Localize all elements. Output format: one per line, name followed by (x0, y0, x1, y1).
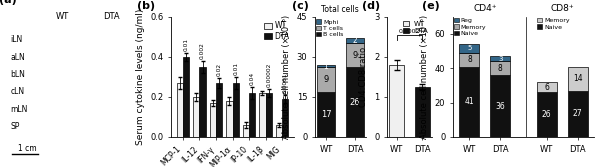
Text: 0.01: 0.01 (184, 38, 188, 51)
Text: bLN: bLN (10, 70, 25, 79)
Text: CD4⁺: CD4⁺ (473, 4, 497, 13)
Bar (536, 82, 557, 92)
Text: (d): (d) (362, 1, 380, 11)
Text: 8: 8 (467, 55, 472, 64)
Legend: Mphi, T cells, B cells: Mphi, T cells, B cells (316, 19, 344, 38)
Bar (568, 91, 587, 137)
Text: 26: 26 (542, 110, 551, 119)
Bar (460, 66, 479, 137)
Legend: WT, DTA: WT, DTA (263, 21, 290, 42)
Text: 1: 1 (323, 62, 328, 71)
Text: 0.04: 0.04 (250, 72, 254, 85)
Text: 3: 3 (498, 56, 503, 62)
Bar (259, 93, 266, 137)
Y-axis label: CD4:CD8 ratio: CD4:CD8 ratio (359, 47, 368, 107)
Text: 0.02: 0.02 (217, 63, 221, 76)
Bar (415, 87, 430, 137)
Bar (490, 56, 511, 61)
Bar (243, 125, 249, 137)
Text: (c): (c) (292, 1, 309, 11)
Text: 0.002: 0.002 (200, 42, 205, 59)
Legend: Memory, Naive: Memory, Naive (536, 17, 570, 30)
Text: 6: 6 (544, 83, 549, 92)
Bar (490, 61, 511, 75)
Text: 17: 17 (320, 110, 331, 119)
Text: (e): (e) (422, 1, 440, 11)
Bar (209, 103, 216, 137)
Text: SP: SP (10, 122, 20, 131)
Bar (317, 65, 335, 67)
Text: aLN: aLN (10, 53, 25, 62)
Text: (a): (a) (0, 0, 16, 5)
Bar (216, 83, 222, 137)
Bar (249, 93, 256, 137)
Bar (233, 83, 239, 137)
Bar (317, 92, 335, 137)
Text: 36: 36 (496, 102, 505, 111)
Bar (389, 65, 404, 137)
Text: 9: 9 (352, 51, 358, 60)
Text: 41: 41 (464, 97, 474, 106)
Text: iLN: iLN (10, 35, 23, 44)
Bar (176, 83, 183, 137)
Y-axis label: Absolute cell number (×10⁻⁶): Absolute cell number (×10⁻⁶) (420, 15, 429, 139)
Text: (b): (b) (137, 1, 155, 11)
Text: 14: 14 (573, 74, 583, 83)
Text: 2: 2 (353, 36, 358, 45)
Bar (346, 43, 364, 67)
Bar (183, 57, 189, 137)
Text: Total cells: Total cells (320, 5, 358, 14)
Bar (536, 92, 557, 137)
Bar (568, 66, 587, 91)
Y-axis label: Serum cytokine levels (ng/ml): Serum cytokine levels (ng/ml) (136, 9, 145, 145)
Bar (226, 101, 233, 137)
Bar (193, 97, 199, 137)
Text: 9: 9 (323, 75, 329, 84)
Text: 0.0002: 0.0002 (399, 29, 420, 34)
Bar (490, 75, 511, 137)
Text: 0.0001: 0.0001 (283, 73, 288, 93)
Text: 26: 26 (350, 98, 361, 107)
Text: 27: 27 (573, 109, 583, 118)
Bar (317, 67, 335, 92)
Text: 1 cm: 1 cm (18, 144, 37, 153)
Text: DTA: DTA (104, 12, 120, 21)
Text: 5: 5 (467, 45, 472, 51)
Y-axis label: Absolute cell number (×10⁻⁶): Absolute cell number (×10⁻⁶) (282, 15, 291, 139)
Bar (460, 53, 479, 66)
Bar (266, 93, 272, 137)
Bar (276, 125, 282, 137)
Text: WT: WT (55, 12, 68, 21)
Text: 0.00002: 0.00002 (266, 63, 271, 87)
Text: mLN: mLN (10, 105, 28, 114)
Bar (282, 99, 289, 137)
Legend: WT, DTA: WT, DTA (402, 20, 428, 35)
Text: cLN: cLN (10, 87, 25, 96)
Bar (346, 67, 364, 137)
Text: CD8⁺: CD8⁺ (550, 4, 574, 13)
Text: 0.01: 0.01 (233, 62, 238, 75)
Bar (460, 44, 479, 53)
Bar (199, 67, 206, 137)
Bar (346, 38, 364, 43)
Text: 8: 8 (498, 64, 503, 73)
